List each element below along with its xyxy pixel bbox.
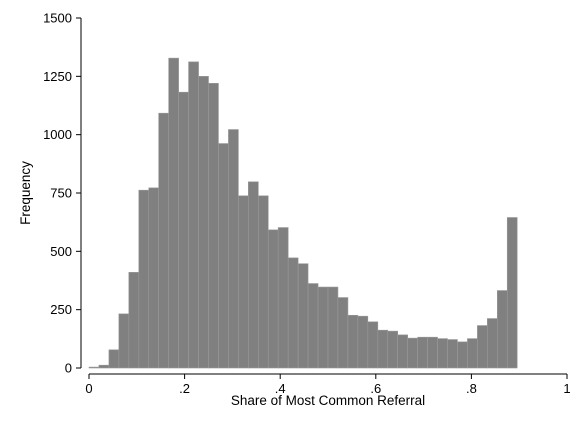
histogram-bar xyxy=(487,318,498,369)
y-axis-title: Frequency xyxy=(18,161,33,225)
histogram-bar xyxy=(407,337,418,369)
histogram-bar xyxy=(287,257,299,369)
histogram-bar xyxy=(98,364,110,369)
histogram-bar xyxy=(317,286,329,369)
histogram-bar xyxy=(178,91,189,369)
y-tick-label: 750 xyxy=(50,186,72,201)
histogram-bar xyxy=(277,227,289,369)
histogram-bar xyxy=(397,334,408,369)
histogram-bar xyxy=(198,76,209,369)
histogram-bar xyxy=(457,341,468,369)
y-tick-label: 1000 xyxy=(43,127,72,142)
histogram-bar xyxy=(427,336,438,369)
y-tick-label: 250 xyxy=(50,302,72,317)
histogram-bar xyxy=(138,189,150,369)
histogram-bar xyxy=(506,217,518,369)
histogram-bar xyxy=(108,349,120,369)
y-axis-ticks: 0 250 500 750 1000 1250 1500 xyxy=(43,11,81,376)
histogram-bar xyxy=(238,195,249,369)
histogram-bar xyxy=(128,272,140,369)
histogram-bar xyxy=(467,338,478,369)
histogram-bar xyxy=(218,143,229,369)
histogram-bar xyxy=(118,313,130,369)
y-tick-label: 0 xyxy=(65,361,72,376)
histogram-bar xyxy=(88,366,100,369)
histogram-bar xyxy=(307,283,319,369)
histogram-bar xyxy=(258,195,269,369)
y-tick-label: 500 xyxy=(50,244,72,259)
x-tick-label: .8 xyxy=(466,381,477,396)
histogram-bar xyxy=(477,325,488,369)
histogram-bar xyxy=(148,187,159,369)
histogram-bar xyxy=(248,181,259,369)
histogram-bar xyxy=(188,61,199,369)
x-tick-label: 0 xyxy=(85,381,92,396)
x-tick-label: .6 xyxy=(370,381,381,396)
histogram-bar xyxy=(267,229,279,369)
x-tick-label: 1 xyxy=(563,381,570,396)
histogram-bar xyxy=(297,263,309,369)
histogram-bar xyxy=(347,314,359,369)
y-tick-label: 1500 xyxy=(43,11,72,26)
x-tick-label: .2 xyxy=(179,381,190,396)
histogram-bar xyxy=(357,315,369,369)
x-axis-title: Share of Most Common Referral xyxy=(231,393,425,408)
histogram-bar xyxy=(158,112,169,369)
histogram-bar xyxy=(208,83,219,369)
histogram-bar xyxy=(337,297,349,369)
x-axis-ticks: 0 .2 .4 .6 .8 1 xyxy=(85,374,571,396)
histogram-bars xyxy=(88,57,518,369)
histogram-bar xyxy=(447,339,458,369)
histogram-bar xyxy=(367,321,379,369)
histogram-bar xyxy=(417,336,428,369)
y-tick-label: 1250 xyxy=(43,69,72,84)
x-tick-label: .4 xyxy=(275,381,286,396)
histogram-bar xyxy=(168,57,179,369)
histogram-bar xyxy=(228,129,239,369)
histogram-bar xyxy=(377,329,389,369)
histogram-bar xyxy=(497,290,508,369)
histogram-bar xyxy=(437,338,448,369)
histogram-bar xyxy=(387,330,398,369)
histogram-bar xyxy=(327,286,339,369)
